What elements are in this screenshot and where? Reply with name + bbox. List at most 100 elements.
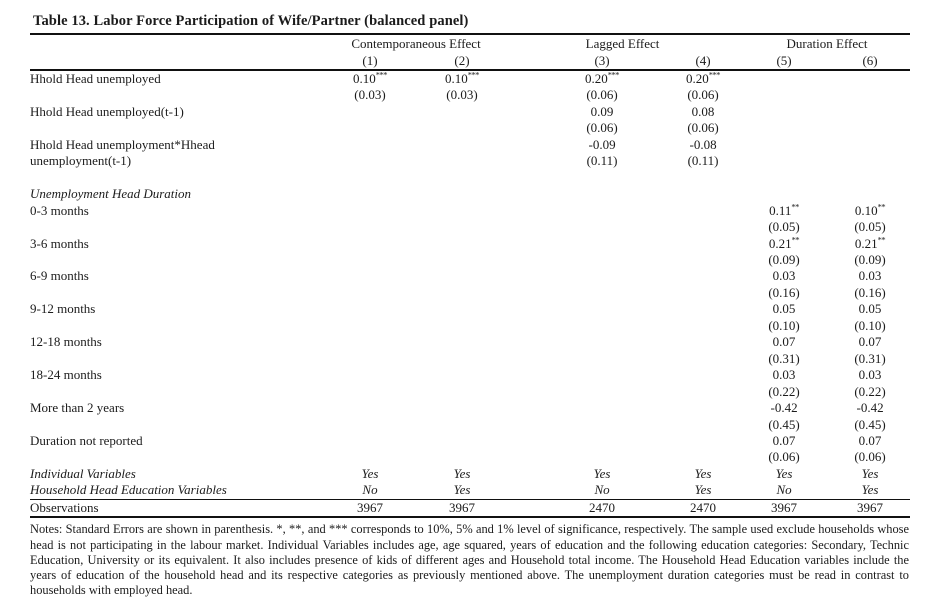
spacer-cell (410, 104, 422, 120)
spacer-cell (642, 153, 663, 169)
table-row: 9-12 months 0.05 0.05 (30, 301, 910, 317)
se-cell (422, 417, 502, 433)
se-cell (330, 219, 410, 235)
spacer-cell (502, 301, 562, 317)
row-label: More than 2 years (30, 400, 125, 416)
obs-cell: 3967 (744, 498, 825, 519)
table-body: Hhold Head unemployed 0.10*** 0.10*** 0.20*… (30, 69, 911, 519)
table-row: (0.06) (0.06) (30, 120, 910, 136)
spacer-cell (502, 236, 562, 252)
spacer-cell (743, 52, 745, 71)
row-label: Observations (30, 498, 330, 519)
spacer-cell (502, 252, 562, 268)
se-cell (562, 449, 642, 465)
se-cell (744, 120, 824, 136)
spacer-cell (410, 87, 422, 103)
group-header: Duration Effect (786, 36, 868, 51)
spacer-cell (502, 384, 562, 400)
obs-cell: 3967 (422, 498, 503, 519)
se-cell: (0.09) (854, 251, 886, 267)
coef-cell: -0.42 (770, 400, 798, 416)
se-cell: (0.16) (768, 284, 800, 300)
se-cell (744, 87, 824, 103)
spacer-cell (642, 334, 663, 350)
coef-cell (330, 367, 410, 383)
se-cell (663, 417, 743, 433)
observations-row: Observations 3967 3967 2470 2470 3967 3967 (30, 498, 911, 519)
se-cell (330, 384, 410, 400)
coef-cell (663, 301, 743, 317)
spacer-cell (502, 137, 562, 153)
coef-cell (330, 301, 410, 317)
se-cell: (0.45) (768, 416, 800, 432)
spacer-cell (410, 301, 422, 317)
coef-cell (422, 301, 502, 317)
coef-cell: 0.03 (772, 367, 796, 383)
coef-cell (422, 433, 502, 449)
flag-cell: Yes (453, 482, 471, 498)
row-label: 12-18 months (30, 334, 102, 350)
spacer-cell (502, 466, 562, 482)
se-cell (562, 384, 642, 400)
spacer-cell (502, 120, 562, 136)
coef-cell (744, 137, 824, 153)
coef-cell (562, 334, 642, 350)
col-header: (1) (330, 52, 410, 71)
se-cell (663, 384, 743, 400)
spacer-cell (410, 120, 422, 136)
row-label: 0-3 months (30, 202, 89, 218)
group-header: Contemporaneous Effect (351, 36, 481, 51)
table-row: unemployment(t-1) (0.11) (0.11) (30, 153, 910, 169)
spacer-cell (410, 252, 422, 268)
se-cell: (0.11) (687, 153, 719, 169)
spacer-cell (642, 70, 663, 87)
spacer-cell (410, 285, 422, 301)
se-cell (422, 285, 502, 301)
coef-cell (422, 137, 502, 153)
table-row: (0.31) (0.31) (30, 351, 910, 367)
row-label (30, 52, 330, 71)
coef-cell (422, 203, 502, 219)
coef-cell (422, 400, 502, 416)
col-header: (5) (744, 52, 825, 71)
spacer-cell (642, 52, 664, 71)
row-label (30, 417, 330, 433)
row-label (30, 120, 330, 136)
spacer-cell (743, 498, 745, 519)
se-cell (830, 153, 910, 169)
se-cell: (0.31) (768, 350, 800, 366)
row-label (30, 384, 330, 400)
se-cell (422, 351, 502, 367)
coef-cell (562, 400, 642, 416)
table-row: 18-24 months 0.03 0.03 (30, 367, 910, 383)
spacer-cell (642, 104, 663, 120)
blank-cell (30, 170, 910, 186)
spacer-cell (502, 268, 562, 284)
coef-cell (422, 268, 502, 284)
se-cell: (0.03) (354, 87, 386, 103)
spacer-cell (410, 70, 422, 87)
table-row: 0-3 months 0.11** 0.10** (30, 201, 910, 219)
coef-cell: 0.20*** (585, 69, 620, 86)
spacer-cell (642, 268, 663, 284)
spacer-cell (642, 318, 663, 334)
spacer-cell (642, 400, 663, 416)
coef-cell: 0.08 (691, 103, 715, 119)
coef-cell (663, 367, 743, 383)
se-cell (744, 153, 824, 169)
table-row: Household Head Education Variables No Yes N… (30, 482, 910, 499)
coef-cell (830, 137, 910, 153)
table-row: 12-18 months 0.07 0.07 (30, 334, 910, 350)
table-row: (0.45) (0.45) (30, 417, 910, 433)
table-row: 3-6 months 0.21** 0.21** (30, 235, 910, 252)
row-label (30, 219, 330, 235)
notes-text: Notes: Standard Errors are shown in pare… (30, 522, 909, 598)
spacer-cell (502, 203, 562, 219)
spacer-cell (824, 498, 831, 519)
coef-cell (830, 70, 910, 87)
coef-cell (744, 104, 824, 120)
se-cell: (0.22) (854, 383, 886, 399)
spacer-cell (642, 120, 663, 136)
coef-cell: 0.10** (854, 201, 886, 218)
spacer-cell (410, 334, 422, 350)
